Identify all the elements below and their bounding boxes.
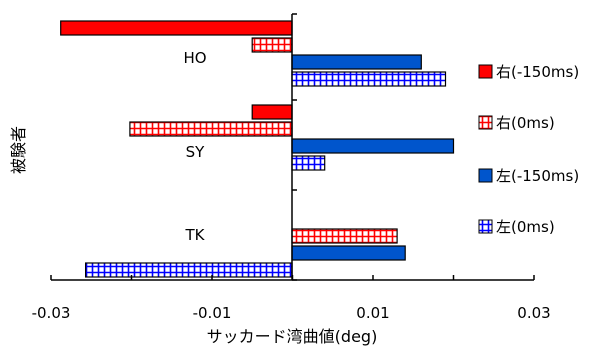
bar-ho-series-3 [291, 71, 447, 87]
bar-ho-series-1 [251, 37, 293, 53]
bar-sy-series-0 [251, 104, 293, 120]
x-tick-label: -0.01 [193, 304, 232, 322]
x-axis-title: サッカード湾曲値(deg) [207, 327, 378, 346]
legend: 右(-150ms) 右(0ms) 左(-150ms) 左(0ms) [478, 63, 579, 236]
legend-label: 右(0ms) [496, 114, 555, 132]
y-axis-title: 被験者 [9, 126, 28, 174]
x-tick-label: -0.03 [32, 304, 71, 322]
legend-swatch [478, 219, 493, 234]
legend-swatch [478, 115, 493, 130]
legend-label: 右(-150ms) [496, 63, 579, 81]
category-label-tk: TK [185, 226, 206, 244]
bar-sy-series-1 [129, 121, 293, 137]
x-tick-label: 0.01 [356, 304, 389, 322]
bar-tk-series-3 [84, 262, 293, 278]
legend-swatch [478, 168, 493, 183]
bar-ho-series-2 [291, 54, 422, 70]
category-label-ho: HO [183, 49, 206, 67]
legend-label: 左(0ms) [496, 218, 555, 236]
category-label-sy: SY [186, 143, 206, 161]
bar-tk-series-2 [291, 245, 406, 261]
x-tick-label: 0.03 [517, 304, 550, 322]
legend-swatch [478, 64, 493, 79]
plot-area: HO SY TK -0.03 -0.01 0.01 0.03 [32, 13, 551, 322]
bar-sy-series-2 [291, 138, 455, 154]
bar-tk-series-1 [291, 228, 398, 244]
bar-ho-series-0 [60, 20, 293, 36]
legend-label: 左(-150ms) [496, 167, 579, 185]
bar-sy-series-3 [291, 155, 326, 171]
